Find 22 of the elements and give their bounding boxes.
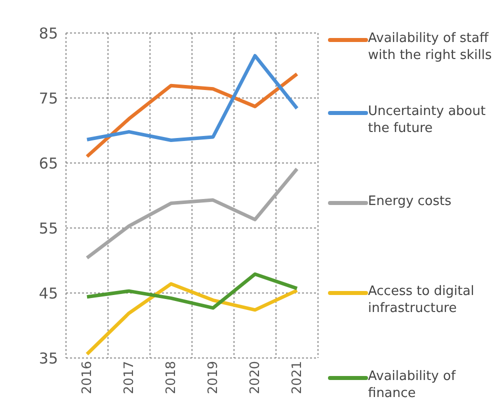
legend-label: Availability of finance <box>368 368 457 402</box>
legend-label: Access to digital infrastructure <box>368 283 476 317</box>
x-tick-label: 2017 <box>122 361 138 394</box>
y-tick-label: 75 <box>38 89 58 108</box>
line-series <box>85 72 299 158</box>
legend-label: Availability of staff with the right skills <box>368 30 493 64</box>
y-tick-label: 85 <box>38 24 58 42</box>
x-tick-label: 2016 <box>80 361 96 394</box>
line-series <box>85 167 299 260</box>
line-series <box>85 282 299 356</box>
x-tick-label: 2021 <box>290 361 306 394</box>
x-tick-label: 2019 <box>206 361 222 394</box>
y-tick-label: 45 <box>38 284 58 302</box>
y-tick-label: 55 <box>38 219 58 238</box>
x-tick-label: 2020 <box>248 361 264 394</box>
line-series <box>85 54 299 142</box>
legend-label: Uncertainty about the future <box>368 103 487 137</box>
legend-label: Energy costs <box>368 193 452 210</box>
line-series <box>85 272 299 310</box>
x-tick-label: 2018 <box>164 361 180 394</box>
y-tick-label: 35 <box>38 349 58 368</box>
y-tick-label: 65 <box>38 154 58 172</box>
